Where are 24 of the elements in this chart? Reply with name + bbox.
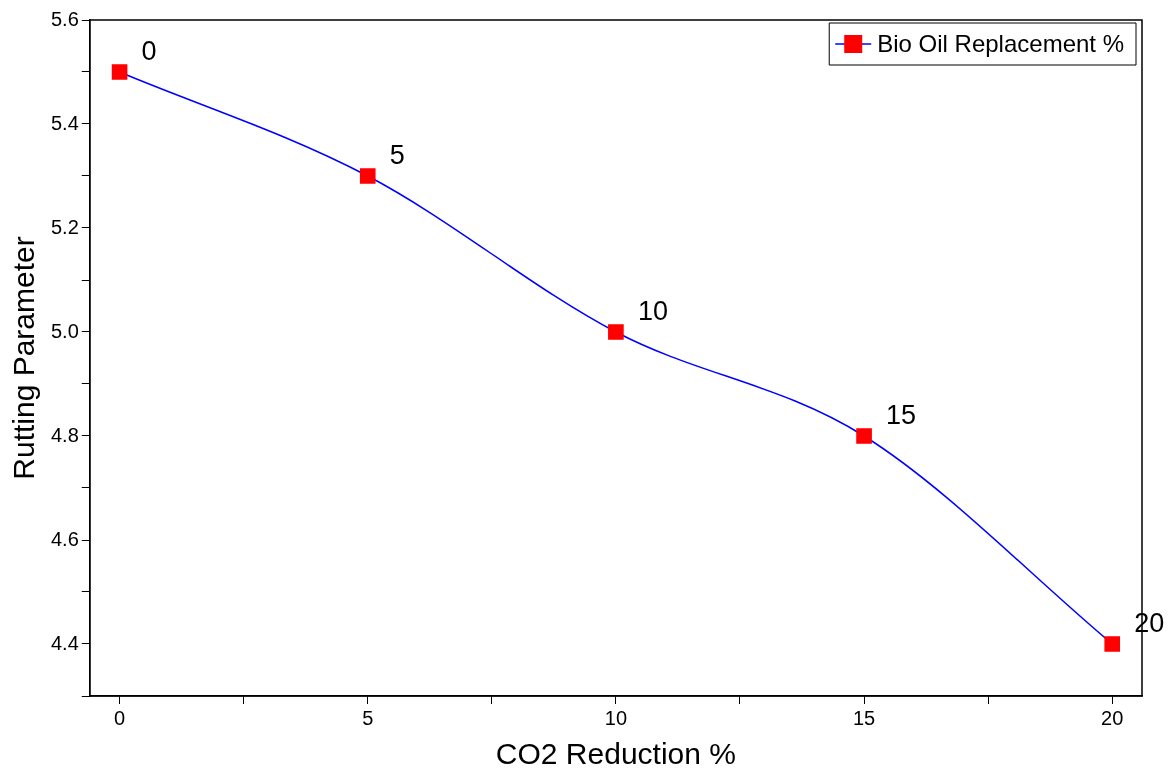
- y-tick-label: 5.2: [50, 215, 79, 238]
- x-tick-label: 0: [114, 706, 126, 729]
- y-tick-label: 4.8: [50, 423, 79, 446]
- y-tick-label: 5.4: [50, 111, 79, 134]
- x-tick-label: 10: [604, 706, 628, 729]
- y-tick-label: 5.0: [50, 319, 79, 342]
- legend-label: Bio Oil Replacement %: [877, 29, 1125, 57]
- annotation: 0: [141, 36, 157, 66]
- x-tick-label: 5: [362, 706, 374, 729]
- y-tick-label: 4.4: [50, 631, 79, 654]
- point: [608, 324, 624, 340]
- y-axis-title: Rutting Parameter: [7, 236, 41, 480]
- point: [1104, 636, 1121, 652]
- x-tick-label: 20: [1101, 706, 1124, 729]
- y-tick-label: 5.6: [50, 7, 79, 30]
- annotation: 10: [637, 296, 668, 326]
- annotation: 15: [886, 400, 917, 430]
- x-axis-title: CO2 Reduction %: [495, 737, 736, 771]
- point: [856, 428, 872, 444]
- point: [111, 64, 128, 80]
- x-tick-label: 15: [852, 706, 876, 729]
- annotation: 5: [389, 140, 405, 170]
- y-tick-label: 4.6: [50, 527, 79, 550]
- point: [359, 168, 376, 184]
